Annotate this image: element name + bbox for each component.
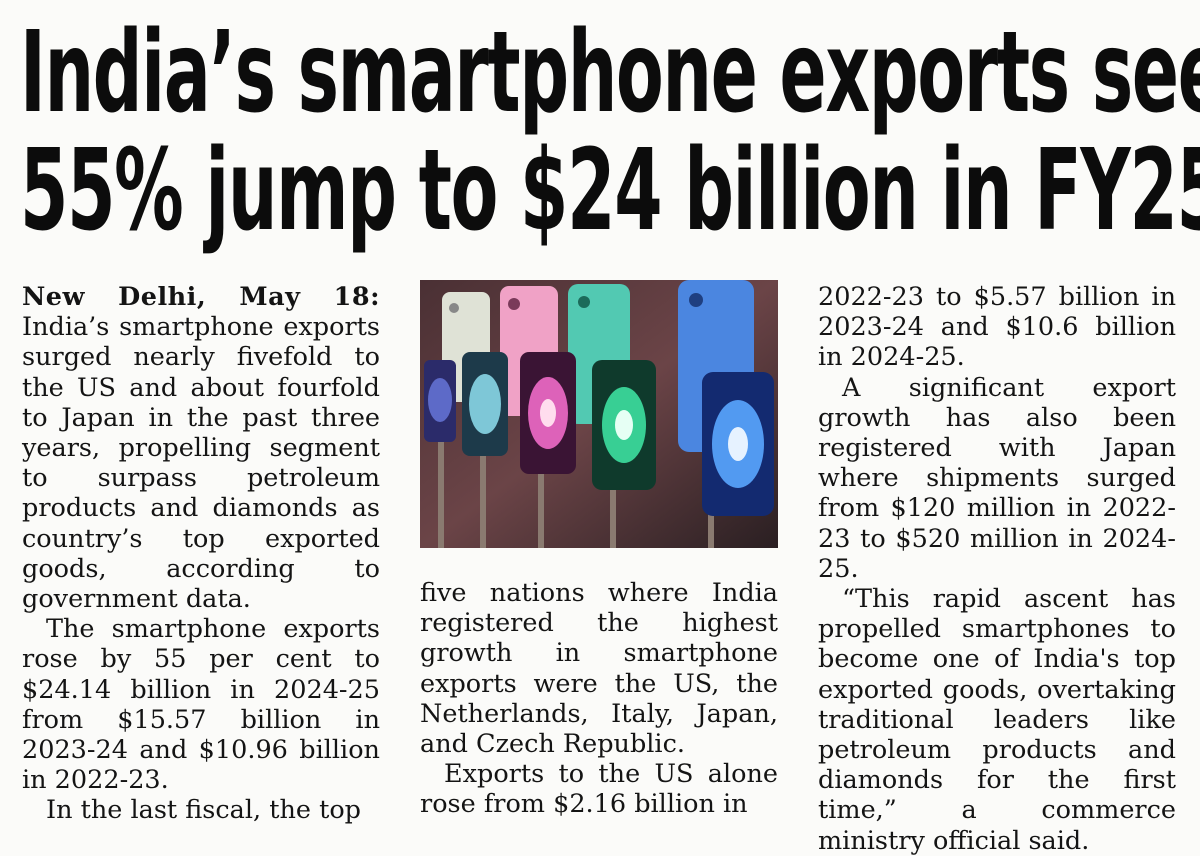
paragraph: 2022-23 to $5.57 billion in 2023-24 and … bbox=[818, 282, 1176, 373]
paragraph: Exports to the US alone rose from $2.16 … bbox=[420, 759, 778, 820]
headline: India’s smartphone exports see 55% jump … bbox=[20, 8, 1200, 256]
smartphones-illustration bbox=[420, 280, 778, 548]
headline-line-2: 55% jump to $24 billion in FY25 bbox=[20, 126, 1200, 256]
article-column-1: New Delhi, May 18: India’s smartphone ex… bbox=[22, 282, 380, 826]
paragraph: In the last fiscal, the top bbox=[46, 795, 362, 826]
lead-text: India’s smartphone exports surged nearly… bbox=[22, 312, 380, 615]
paragraph: The smartphone exports rose by 55 per ce… bbox=[22, 614, 380, 796]
article-column-3: 2022-23 to $5.57 billion in 2023-24 and … bbox=[818, 282, 1176, 856]
paragraph: five nations where India registered the … bbox=[420, 578, 778, 760]
smartphones-display-photo bbox=[420, 280, 778, 548]
lead-paragraph: New Delhi, May 18: India’s smartphone ex… bbox=[22, 282, 380, 614]
paragraph: A significant export growth has also bee… bbox=[818, 372, 1176, 584]
dateline: New Delhi, May 18: bbox=[22, 282, 380, 312]
headline-line-1: India’s smartphone exports see bbox=[20, 8, 1200, 138]
article-column-2: five nations where India registered the … bbox=[420, 578, 778, 820]
quote-paragraph: “This rapid ascent has propelled smartph… bbox=[818, 584, 1176, 856]
